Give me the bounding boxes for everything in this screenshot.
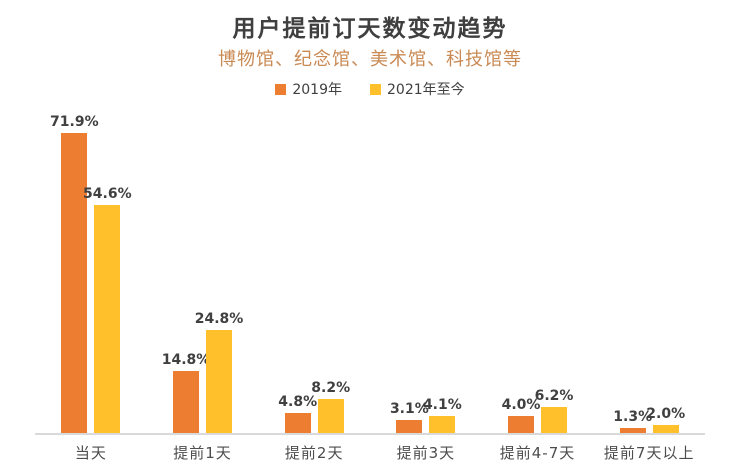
- legend-label-2019: 2019年: [292, 82, 342, 98]
- x-axis-label: 提前4-7天: [499, 444, 576, 462]
- x-axis-label: 提前7天以上: [603, 444, 695, 462]
- bar-value-label: 4.1%: [422, 397, 462, 413]
- bar-group: 3.1% 4.1%: [370, 398, 482, 433]
- bar-2019: [508, 416, 535, 433]
- bar-2021: [206, 330, 232, 433]
- bar-2019: [61, 133, 88, 433]
- bar-group: 4.8% 8.2%: [258, 381, 370, 433]
- legend-swatch-2019: [275, 83, 287, 95]
- x-axis-labels: 当天 提前1天 提前2天 提前3天 提前4-7天 提前7天以上: [35, 435, 705, 463]
- bar-value-label: 54.6%: [83, 186, 132, 202]
- bar-col-2019: 1.3%: [613, 410, 652, 433]
- legend-swatch-2021: [370, 83, 381, 95]
- bar-col-2019: 4.0%: [502, 398, 540, 433]
- legend-item-2019: 2019年: [275, 79, 342, 99]
- bar-2021: [429, 416, 456, 433]
- bar-value-label: 24.8%: [194, 311, 244, 327]
- bar-group: 1.3% 2.0%: [593, 407, 705, 433]
- bar-2019: [284, 413, 311, 433]
- legend-item-2021: 2021年至今: [370, 79, 465, 99]
- x-axis-label: 提前2天: [284, 444, 344, 462]
- bar-group: 71.9% 54.6%: [35, 115, 147, 433]
- bar-2021: [541, 407, 568, 433]
- bar-value-label: 2.0%: [646, 406, 686, 422]
- plot-area: 71.9% 54.6% 14.8% 24.8% 4.8% 8.2% 3.1% 4.1% 4.0%…: [35, 115, 705, 463]
- bar-groups: 71.9% 54.6% 14.8% 24.8% 4.8% 8.2% 3.1% 4.1% 4.0%…: [35, 115, 705, 433]
- chart-subtitle: 博物馆、纪念馆、美术馆、科技馆等: [218, 49, 522, 70]
- bar-2019: [173, 371, 199, 433]
- bar-col-2021: 2.0%: [646, 407, 685, 433]
- bar-col-2021: 4.1%: [423, 398, 462, 433]
- legend-label-2021: 2021年至今: [387, 82, 465, 98]
- bar-col-2021: 6.2%: [535, 389, 573, 433]
- bar-value-label: 14.8%: [161, 352, 211, 368]
- x-axis-line: [35, 433, 705, 435]
- bar-col-2019: 14.8%: [162, 353, 210, 433]
- bar-2019: [396, 420, 423, 433]
- bar-2021: [94, 205, 121, 433]
- bar-col-2021: 54.6%: [83, 187, 132, 433]
- bar-value-label: 4.8%: [278, 394, 318, 410]
- bar-col-2019: 3.1%: [390, 402, 429, 433]
- bar-value-label: 71.9%: [50, 114, 99, 130]
- bar-2019: [619, 428, 646, 433]
- bar-value-label: 6.2%: [534, 388, 574, 404]
- x-axis-label: 提前1天: [173, 444, 232, 462]
- bar-col-2019: 4.8%: [278, 395, 317, 433]
- chart-title: 用户提前订天数变动趋势: [232, 16, 508, 42]
- legend: 2019年 2021年至今: [0, 79, 740, 99]
- x-axis-label: 提前3天: [396, 444, 456, 462]
- bar-value-label: 1.3%: [613, 409, 653, 425]
- bar-value-label: 8.2%: [311, 380, 351, 396]
- x-axis-label: 当天: [74, 444, 107, 462]
- bar-col-2021: 8.2%: [311, 381, 350, 433]
- bar-group: 14.8% 24.8%: [147, 312, 259, 433]
- bar-value-label: 3.1%: [389, 401, 429, 417]
- bar-group: 4.0% 6.2%: [482, 389, 594, 433]
- bar-2021: [652, 425, 679, 433]
- bar-col-2019: 71.9%: [50, 115, 99, 433]
- bar-col-2021: 24.8%: [195, 312, 243, 433]
- bar-value-label: 4.0%: [501, 397, 541, 413]
- bar-2021: [317, 399, 344, 433]
